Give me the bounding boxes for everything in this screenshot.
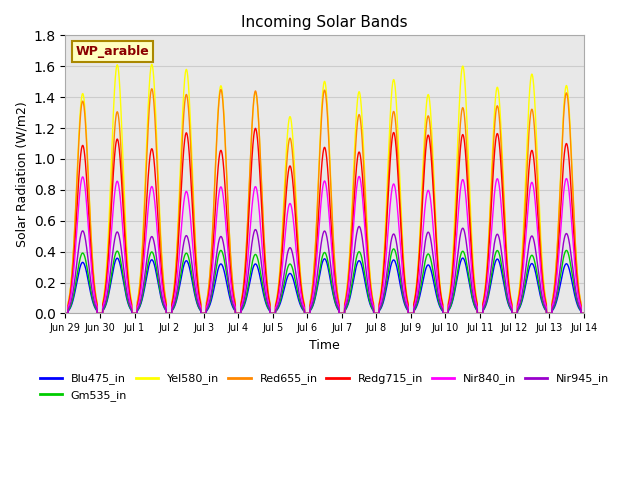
Nir945_in (497, 244, 504, 250)
Red655_in (614, 311, 622, 316)
Yel580_in (530, 85, 538, 91)
Nir945_in (355, 224, 363, 229)
Y-axis label: Solar Radiation (W/m2): Solar Radiation (W/m2) (15, 102, 28, 247)
Nir840_in (413, 292, 420, 298)
Yel580_in (609, 273, 616, 278)
Yel580_in (413, 278, 420, 284)
Redg715_in (61, 311, 69, 316)
Red655_in (609, 277, 616, 283)
Red655_in (530, 119, 538, 124)
Red655_in (175, 215, 182, 221)
Gm535_in (413, 302, 420, 308)
Legend: Blu475_in, Gm535_in, Yel580_in, Red655_in, Redg715_in, Nir840_in, Nir945_in: Blu475_in, Gm535_in, Yel580_in, Red655_i… (35, 369, 614, 405)
Nir945_in (175, 278, 182, 284)
Line: Gm535_in: Gm535_in (65, 249, 618, 313)
Nir840_in (461, 190, 469, 196)
Redg715_in (609, 284, 616, 290)
Gm535_in (614, 311, 622, 316)
X-axis label: Time: Time (309, 339, 340, 352)
Yel580_in (497, 120, 504, 125)
Blu475_in (609, 302, 616, 308)
Yel580_in (614, 311, 622, 316)
Line: Nir945_in: Nir945_in (65, 227, 618, 313)
Redg715_in (413, 284, 420, 290)
Redg715_in (175, 235, 182, 240)
Line: Red655_in: Red655_in (65, 89, 618, 313)
Gm535_in (390, 246, 397, 252)
Nir945_in (614, 311, 622, 316)
Gm535_in (61, 311, 69, 316)
Line: Yel580_in: Yel580_in (65, 64, 618, 313)
Gm535_in (175, 285, 182, 291)
Red655_in (413, 281, 420, 287)
Text: WP_arable: WP_arable (76, 45, 150, 58)
Nir945_in (413, 299, 420, 304)
Nir945_in (609, 298, 616, 304)
Redg715_in (252, 125, 259, 131)
Nir840_in (530, 187, 538, 193)
Yel580_in (175, 204, 182, 210)
Gm535_in (497, 257, 504, 263)
Nir840_in (175, 259, 182, 265)
Line: Nir840_in: Nir840_in (65, 177, 618, 313)
Title: Incoming Solar Bands: Incoming Solar Bands (241, 15, 408, 30)
Blu475_in (614, 311, 622, 316)
Nir840_in (61, 311, 69, 316)
Blu475_in (530, 264, 538, 269)
Line: Redg715_in: Redg715_in (65, 128, 618, 313)
Red655_in (461, 126, 469, 132)
Line: Blu475_in: Blu475_in (65, 258, 618, 313)
Redg715_in (461, 150, 469, 156)
Nir945_in (530, 238, 538, 243)
Blu475_in (413, 304, 420, 310)
Gm535_in (530, 256, 538, 262)
Nir840_in (355, 174, 363, 180)
Blu475_in (175, 288, 182, 294)
Blu475_in (497, 264, 504, 270)
Blu475_in (61, 311, 69, 316)
Red655_in (61, 311, 69, 316)
Red655_in (497, 135, 504, 141)
Nir945_in (61, 311, 69, 316)
Redg715_in (614, 311, 622, 316)
Yel580_in (61, 311, 69, 316)
Yel580_in (461, 88, 469, 94)
Nir840_in (609, 289, 616, 295)
Gm535_in (609, 301, 616, 307)
Nir840_in (497, 197, 504, 203)
Blu475_in (461, 261, 469, 266)
Red655_in (148, 86, 156, 92)
Blu475_in (459, 255, 467, 261)
Nir945_in (461, 234, 469, 240)
Redg715_in (530, 157, 538, 163)
Nir840_in (614, 311, 622, 316)
Gm535_in (461, 255, 469, 261)
Yel580_in (148, 61, 156, 67)
Redg715_in (497, 159, 504, 165)
